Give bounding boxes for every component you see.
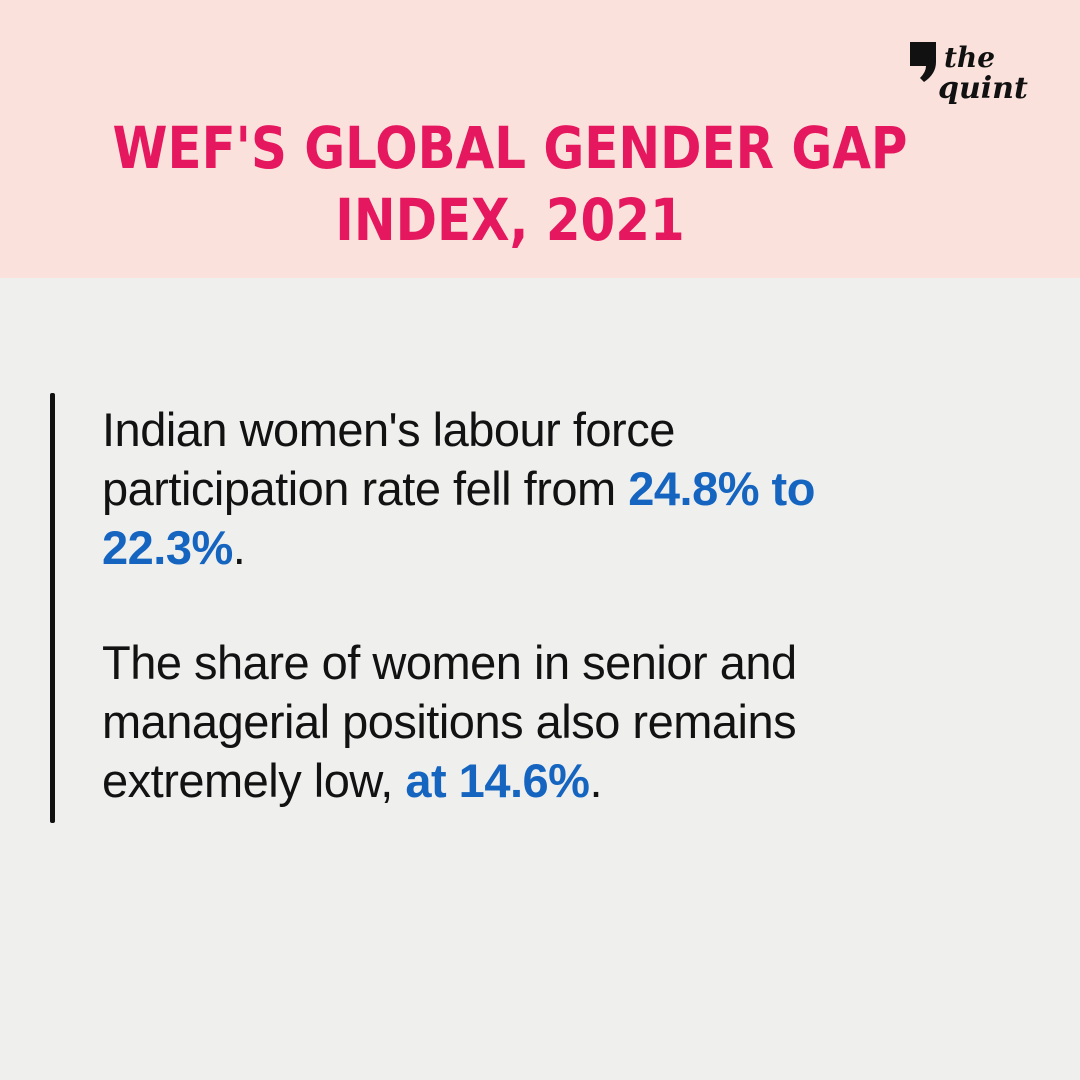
- highlight-share: at 14.6%: [405, 754, 590, 807]
- paragraph-1-line-2: participation rate fell from 24.8% to: [102, 459, 1042, 518]
- logo-word-quint: quint: [938, 71, 1028, 106]
- paragraph-1-period: .: [232, 521, 246, 574]
- paragraph-2-line-2: managerial positions also remains: [102, 695, 797, 748]
- paragraph-labour-force: Indian women's labour force participatio…: [102, 400, 1042, 577]
- the-quint-logo: the quint: [906, 40, 1046, 120]
- paragraph-2-line-3: extremely low, at 14.6%.: [102, 751, 1042, 810]
- logo-word-the: the: [944, 41, 996, 74]
- title-line-2: INDEX, 2021: [335, 186, 685, 254]
- vertical-divider: [50, 393, 55, 823]
- paragraph-1-line-3: 22.3%.: [102, 518, 1042, 577]
- highlight-rate-from: 24.8% to: [628, 462, 815, 515]
- page-title: WEF'S GLOBAL GENDER GAP INDEX, 2021: [71, 112, 948, 256]
- paragraph-2-line-1: The share of women in senior and: [102, 636, 797, 689]
- paragraph-senior-positions: The share of women in senior and manager…: [102, 633, 1042, 810]
- paragraph-2-line-3-text: extremely low,: [102, 754, 406, 807]
- quote-mark-icon: [910, 42, 936, 82]
- paragraph-1-line-1: Indian women's labour force: [102, 403, 675, 456]
- title-line-1: WEF'S GLOBAL GENDER GAP: [112, 114, 908, 182]
- paragraph-1-line-2-text: participation rate fell from: [102, 462, 629, 515]
- header-band: WEF'S GLOBAL GENDER GAP INDEX, 2021 the …: [0, 0, 1080, 278]
- highlight-rate-to: 22.3%: [102, 521, 233, 574]
- paragraph-2-period: .: [589, 754, 603, 807]
